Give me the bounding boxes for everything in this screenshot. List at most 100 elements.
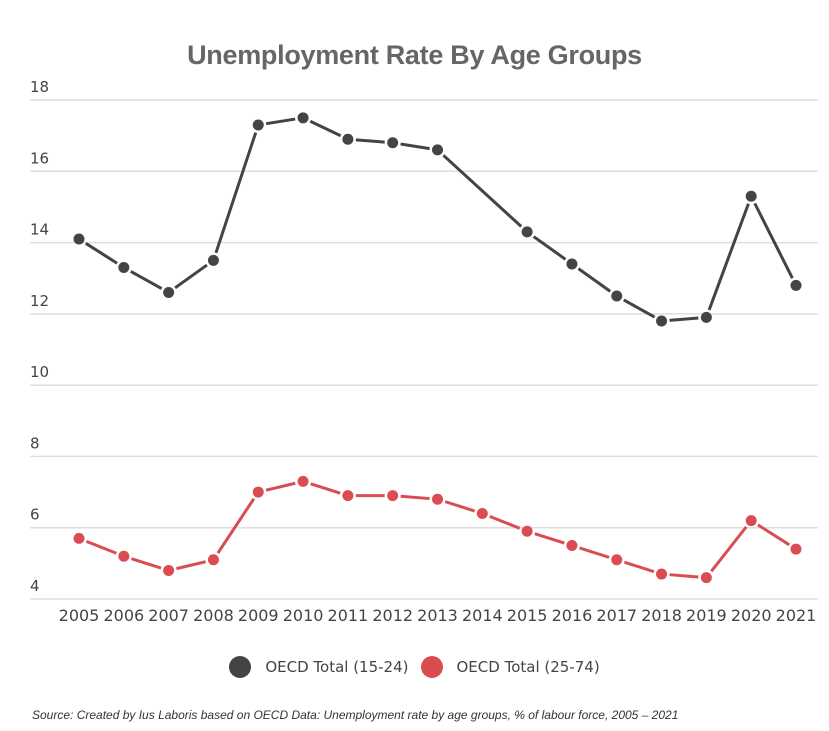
- x-tick-label: 2015: [507, 606, 548, 625]
- x-tick-label: 2017: [596, 606, 637, 625]
- x-tick-label: 2011: [328, 606, 369, 625]
- series-line-segment: [669, 573, 699, 579]
- x-axis-ticks: 2005 2006 2007 2008 2009 2010 2011 2012 2013 2014…: [59, 606, 817, 625]
- x-tick-label: 2021: [776, 606, 817, 625]
- legend-item-youth[interactable]: OECD Total (15-24): [229, 656, 409, 678]
- data-point-2017[interactable]: [611, 290, 623, 302]
- data-point-2013[interactable]: [432, 144, 443, 156]
- series-line-segment: [265, 117, 296, 126]
- data-point-2016[interactable]: [566, 540, 578, 552]
- legend-label-youth: OECD Total (15-24): [265, 658, 409, 676]
- data-point-2021[interactable]: [790, 279, 802, 291]
- x-tick-label: 2013: [417, 606, 458, 625]
- x-tick-label: 2016: [552, 606, 593, 625]
- y-axis-ticks: 4 6 8 10 12 14 16 18: [30, 78, 49, 595]
- series-line-segment: [623, 298, 656, 319]
- series-0: [73, 112, 802, 327]
- data-point-2007[interactable]: [163, 286, 175, 298]
- series-line-segment: [400, 142, 430, 151]
- y-tick-label: 16: [30, 149, 49, 167]
- data-point-2005[interactable]: [73, 233, 85, 245]
- data-point-2007[interactable]: [163, 564, 175, 576]
- series-line-segment: [355, 138, 385, 144]
- series-line-segment: [579, 546, 610, 559]
- data-point-2020[interactable]: [745, 515, 757, 527]
- y-tick-label: 12: [30, 292, 49, 310]
- series-line-segment: [623, 560, 655, 574]
- data-point-2005[interactable]: [73, 532, 85, 544]
- data-point-2019[interactable]: [700, 311, 712, 323]
- data-point-2011[interactable]: [342, 490, 354, 502]
- y-tick-label: 10: [30, 363, 49, 381]
- series-line-segment: [577, 267, 612, 293]
- series-1: [73, 475, 802, 584]
- y-tick-label: 14: [30, 221, 49, 239]
- series-line-segment: [216, 497, 256, 554]
- data-point-2013[interactable]: [432, 493, 443, 505]
- series-line-segment: [753, 202, 794, 279]
- data-point-2018[interactable]: [656, 568, 668, 580]
- data-point-2008[interactable]: [207, 554, 219, 566]
- y-tick-label: 8: [30, 434, 40, 452]
- data-point-2018[interactable]: [656, 315, 668, 327]
- series-line-segment: [174, 263, 208, 290]
- data-point-2008[interactable]: [207, 254, 219, 266]
- legend-swatch-youth-icon: [229, 656, 252, 678]
- x-tick-label: 2007: [148, 606, 189, 625]
- series-line-segment: [710, 525, 748, 573]
- series-layer: [73, 112, 802, 584]
- gridlines: [30, 99, 818, 600]
- y-tick-label: 6: [30, 506, 40, 524]
- series-line-segment: [309, 119, 342, 138]
- series-line-segment: [310, 482, 341, 495]
- x-tick-label: 2006: [103, 606, 144, 625]
- data-point-2006[interactable]: [118, 262, 130, 274]
- x-tick-label: 2012: [372, 606, 413, 625]
- series-line-segment: [442, 154, 523, 228]
- x-tick-label: 2005: [59, 606, 100, 625]
- series-line-segment: [176, 560, 207, 571]
- legend-item-adult[interactable]: OECD Total (25-74): [420, 656, 600, 678]
- data-point-2012[interactable]: [387, 490, 399, 502]
- data-point-2019[interactable]: [700, 572, 712, 584]
- series-line-segment: [757, 523, 791, 547]
- legend: OECD Total (15-24) OECD Total (25-74): [0, 656, 829, 678]
- data-point-2010[interactable]: [297, 475, 309, 487]
- series-line-segment: [444, 500, 476, 513]
- y-tick-label: 4: [30, 577, 40, 595]
- data-point-2015[interactable]: [521, 525, 533, 537]
- legend-swatch-adult-icon: [420, 656, 443, 678]
- data-point-2021[interactable]: [790, 543, 802, 555]
- chart-title: Unemployment Rate By Age Groups: [187, 40, 642, 70]
- data-point-2011[interactable]: [342, 133, 354, 145]
- series-line-segment: [85, 539, 117, 555]
- y-tick-label: 18: [30, 78, 49, 96]
- series-line-segment: [534, 532, 565, 545]
- series-line-segment: [489, 515, 521, 530]
- data-point-2017[interactable]: [611, 554, 623, 566]
- data-point-2006[interactable]: [118, 550, 130, 562]
- x-tick-label: 2009: [238, 606, 279, 625]
- series-line-segment: [84, 242, 118, 265]
- legend-label-adult: OECD Total (25-74): [456, 658, 600, 676]
- data-point-2009[interactable]: [252, 486, 264, 498]
- series-line-segment: [214, 132, 258, 254]
- source-note: Source: Created by Ius Laboris based on …: [32, 708, 679, 722]
- x-tick-label: 2018: [641, 606, 682, 625]
- data-point-2014[interactable]: [476, 507, 488, 519]
- data-point-2012[interactable]: [387, 137, 399, 149]
- series-line-segment: [400, 494, 430, 501]
- data-point-2015[interactable]: [521, 226, 533, 238]
- series-line-segment: [707, 203, 750, 311]
- data-point-2010[interactable]: [297, 112, 309, 124]
- x-tick-label: 2008: [193, 606, 234, 625]
- data-point-2020[interactable]: [745, 190, 757, 202]
- x-tick-label: 2020: [731, 606, 772, 625]
- x-tick-label: 2019: [686, 606, 727, 625]
- x-tick-label: 2014: [462, 606, 503, 625]
- series-line-segment: [532, 235, 567, 261]
- data-point-2016[interactable]: [566, 258, 578, 270]
- series-line-segment: [130, 270, 163, 290]
- data-point-2009[interactable]: [252, 119, 264, 131]
